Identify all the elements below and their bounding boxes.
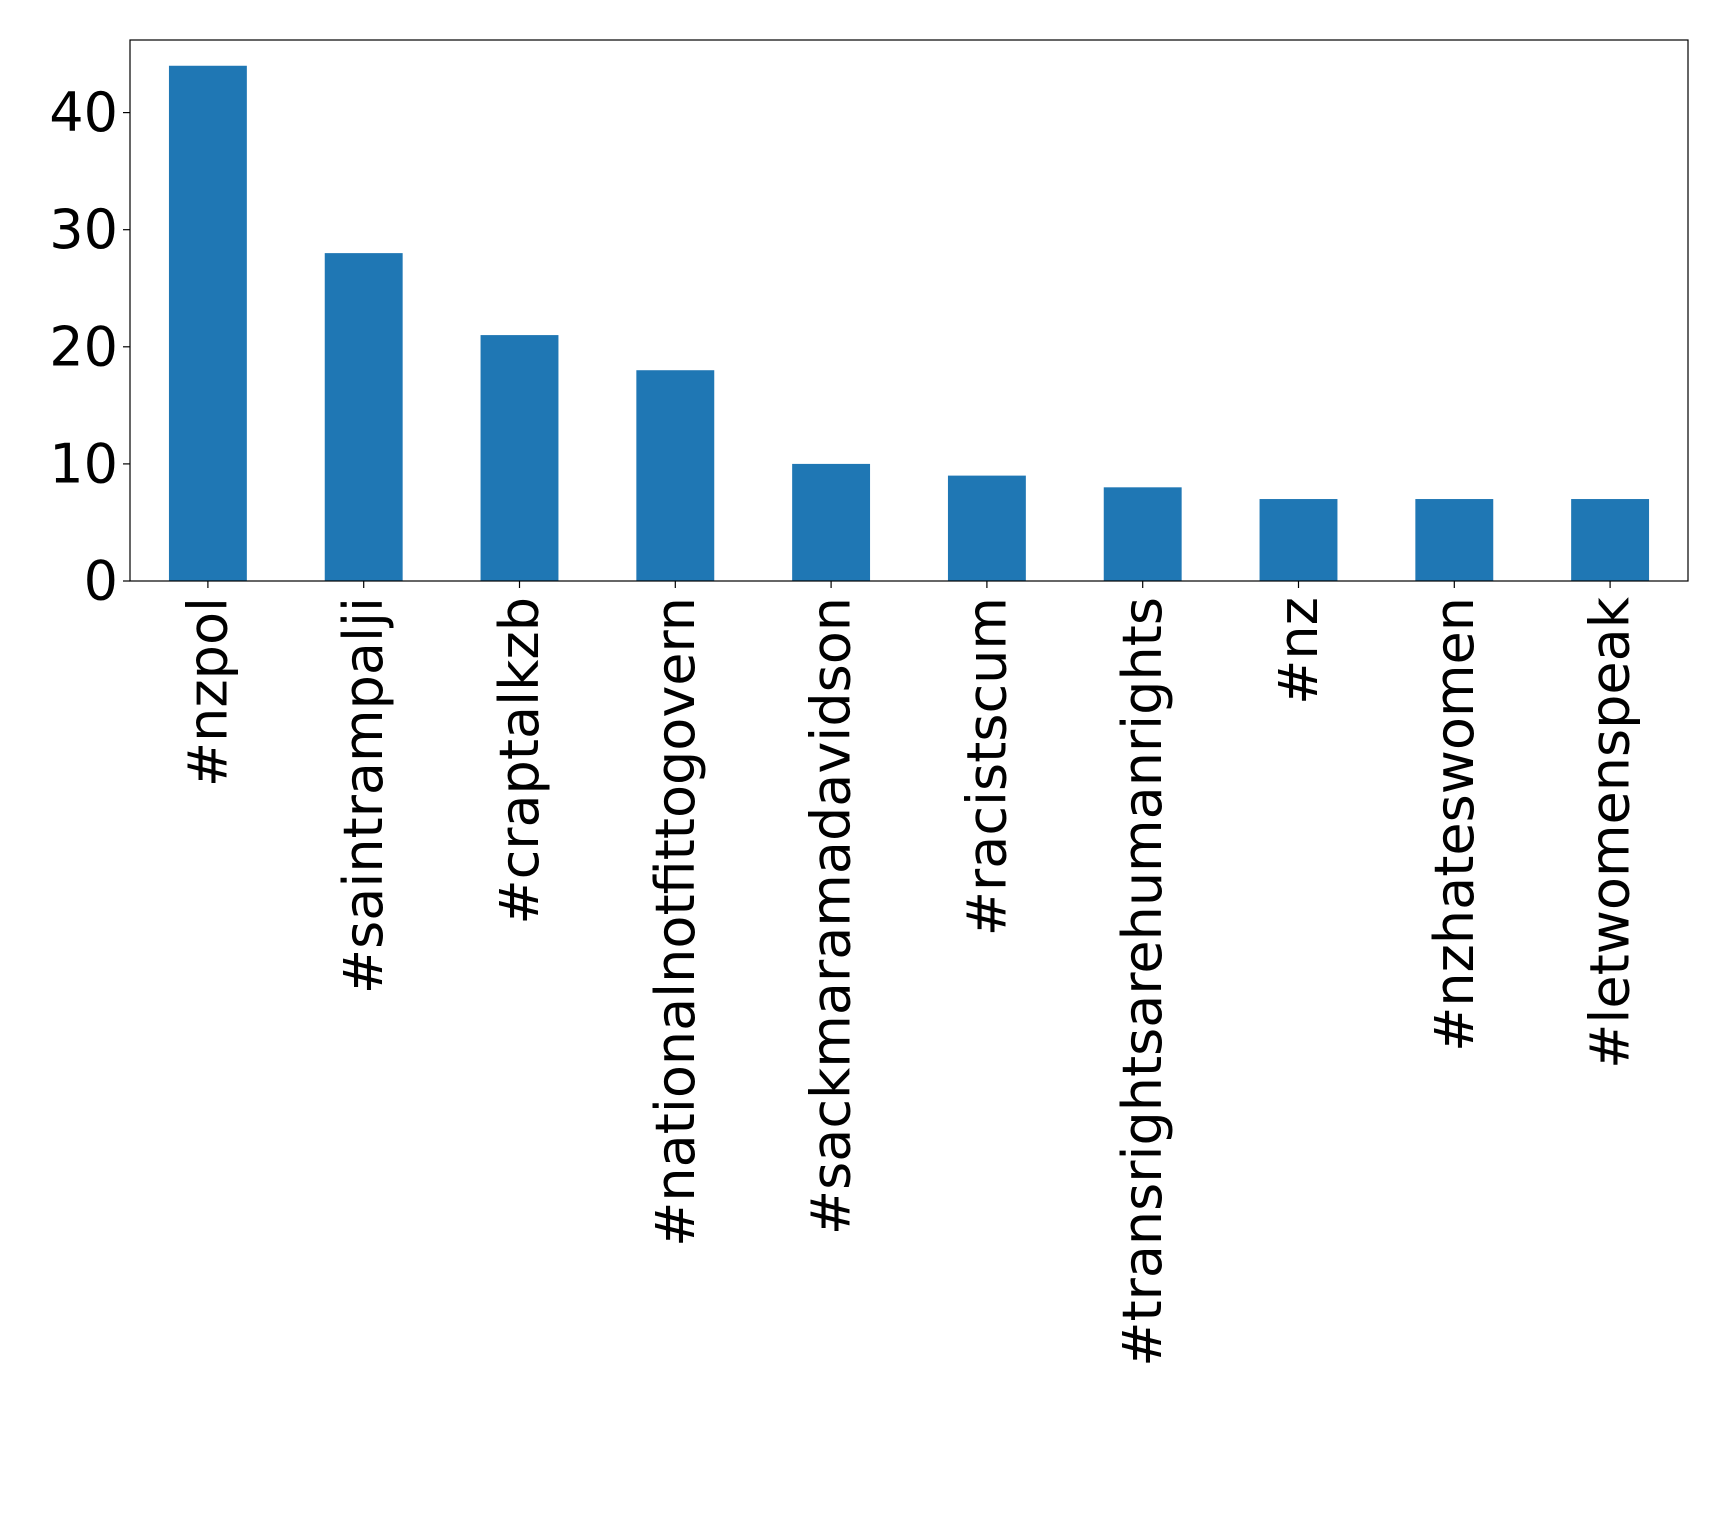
bar-letwomenspeak: [1571, 499, 1650, 581]
y-tick-label: 10: [49, 432, 118, 495]
x-tick-label: #transrightsarehumanrights: [1111, 597, 1174, 1367]
x-tick-label: #letwomenspeak: [1579, 596, 1642, 1069]
bar-transrightsarehumanrights: [1103, 487, 1182, 581]
x-tick-label: #saintrampalji: [332, 597, 395, 994]
y-tick-label: 20: [49, 315, 118, 378]
x-axis: #nzpol #saintrampalji #craptalkzb #national…: [176, 581, 1642, 1367]
y-axis: 0 10 20 30 40: [49, 81, 130, 613]
x-tick-label: #nzhateswomen: [1423, 597, 1486, 1052]
bar-nzhateswomen: [1415, 499, 1494, 581]
bar-nationalnotfittogovern: [636, 370, 715, 581]
y-tick-label: 30: [49, 198, 118, 261]
plot-frame: [129, 39, 1689, 582]
bar-nz: [1259, 499, 1338, 581]
y-tick-label: 0: [84, 550, 118, 613]
bar-saintrampalji: [324, 253, 403, 581]
x-tick-label: #craptalkzb: [488, 597, 551, 925]
x-tick-label: #racistscum: [955, 597, 1018, 936]
x-tick-label: #nz: [1267, 597, 1330, 705]
x-tick-label: #nationalnotfittogovern: [644, 597, 707, 1247]
x-tick-label: #sackmaramadavidson: [800, 597, 863, 1235]
bar-sackmaramadavidson: [792, 463, 871, 581]
bar-racistscum: [947, 475, 1026, 581]
axes-layer: [129, 39, 1689, 582]
bars-layer: [168, 65, 1650, 581]
bar-craptalkzb: [480, 335, 559, 581]
x-tick-label: #nzpol: [176, 597, 239, 787]
bar-nzpol: [168, 65, 247, 581]
y-tick-label: 40: [49, 81, 118, 144]
